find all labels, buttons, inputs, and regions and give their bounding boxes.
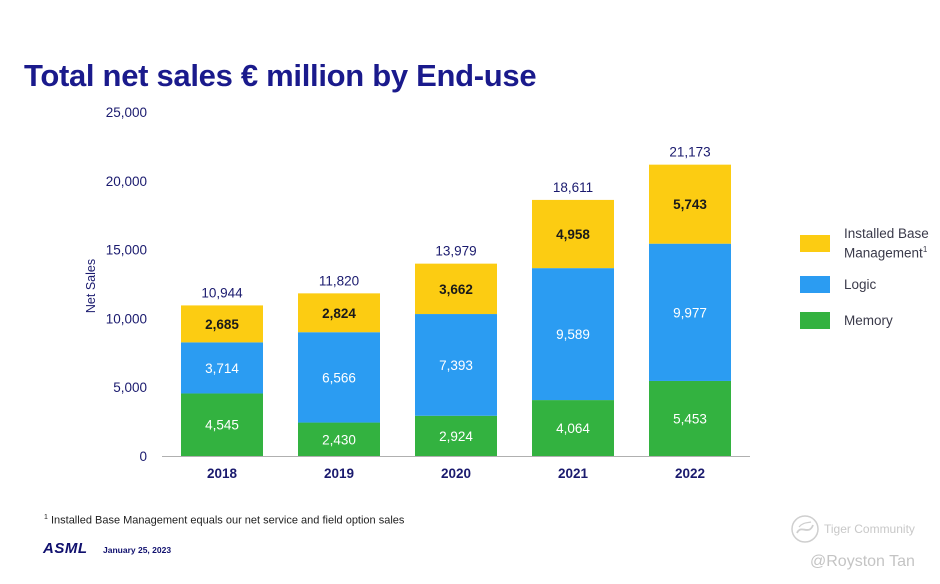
bar-segment [532,199,614,269]
legend-item-logic: Logic [800,276,876,293]
total-label: 13,979 [435,244,476,259]
data-label: 6,566 [322,370,356,385]
bar-segment [181,305,263,343]
chart-title: Total net sales € million by End-use [24,58,537,93]
y-tick-label: 10,000 [106,311,147,326]
data-label: 4,958 [556,227,590,242]
x-tick-label: 2018 [207,466,238,481]
bar-segment [649,380,731,456]
bar-segment [649,164,731,244]
bar-segment [415,263,497,315]
data-label: 4,064 [556,421,590,436]
presentation-date: January 25, 2023 [103,545,172,555]
x-tick-label: 2020 [441,466,471,481]
y-tick-label: 15,000 [106,243,147,258]
bar-segment [532,268,614,401]
watermark-author: @Royston Tan [810,553,915,570]
bar-segment [181,342,263,394]
tiger-logo-icon [791,515,819,543]
bar-segment [415,415,497,456]
legend-label-installed-base-line1: Installed Base [844,226,929,241]
data-label: 9,589 [556,327,590,342]
asml-logo: ASML [43,540,88,557]
legend-label-memory: Memory [844,312,893,328]
legend-swatch-logic [800,276,830,293]
y-tick-label: 25,000 [106,105,147,120]
x-tick-label: 2019 [324,466,354,481]
y-tick-label: 0 [139,449,147,464]
data-label: 2,824 [322,306,356,321]
legend-label-installed-base: Installed Base Management1 [844,226,929,262]
footnote-text: Installed Base Management equals our net… [47,514,405,527]
data-label: 3,714 [205,361,239,376]
y-tick-label: 20,000 [106,174,147,189]
bar-segment [298,422,380,456]
footnote-sup: 1 [44,514,48,521]
legend-item-memory: Memory [800,312,893,329]
legend-label-installed-base-line2: Management [844,245,923,261]
bar-segment [649,243,731,381]
bar-segment [532,400,614,456]
bar-segment [415,314,497,416]
data-label: 7,393 [439,358,473,373]
legend-swatch-memory [800,312,830,329]
legend-swatch-installed-base [800,235,830,253]
bar-segment [298,332,380,423]
x-tick-label: 2022 [675,466,705,481]
watermark-community-text: Tiger Community [824,522,915,536]
total-label: 18,611 [553,180,593,195]
data-label: 5,453 [673,411,707,426]
legend-label-logic: Logic [844,276,877,292]
legend-item-installed-base: Installed Base Management1 [800,226,929,262]
data-label: 4,545 [205,418,239,433]
watermark-community: Tiger Community [790,514,915,544]
total-label: 11,820 [319,273,359,288]
data-label: 2,685 [205,317,239,332]
data-label: 2,430 [322,432,356,447]
bar-segment [181,393,263,456]
total-label: 10,944 [201,285,243,300]
y-axis-label: Net Sales [84,259,98,313]
y-tick-label: 5,000 [113,380,147,395]
x-tick-label: 2021 [558,466,589,481]
data-label: 2,924 [439,429,473,444]
data-label: 3,662 [439,282,473,297]
bar-segment [298,293,380,333]
data-label: 5,743 [673,197,707,212]
total-label: 21,173 [669,145,710,160]
legend-sup: 1 [922,245,928,254]
footnote: 1 Installed Base Management equals our n… [44,514,404,527]
data-label: 9,977 [673,305,707,320]
